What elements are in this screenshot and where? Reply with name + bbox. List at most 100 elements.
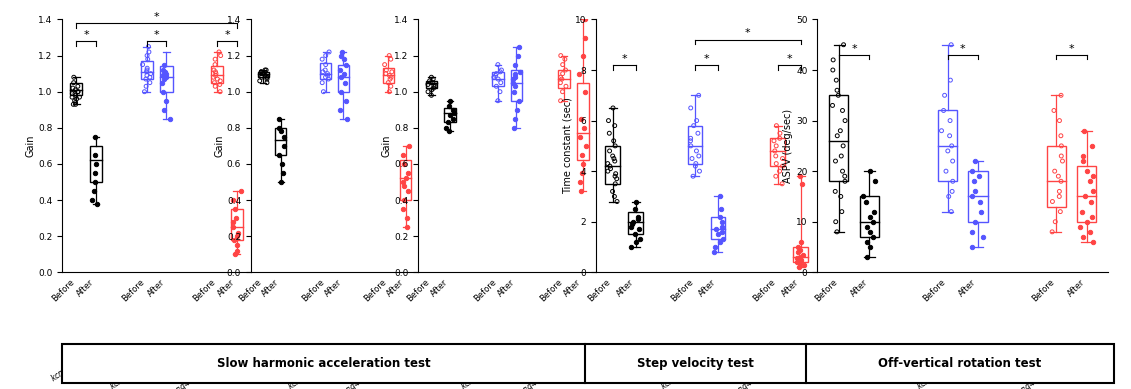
Bar xyxy=(688,126,702,164)
Text: $\it{kcnq4}^{\it{W276S/W276S}}$: $\it{kcnq4}^{\it{W276S/W276S}}$ xyxy=(728,353,789,389)
Point xyxy=(606,173,624,179)
Point xyxy=(576,89,594,95)
Point xyxy=(211,89,230,95)
Point xyxy=(623,221,641,228)
Point xyxy=(139,44,157,50)
Point xyxy=(331,53,349,59)
Point xyxy=(509,53,527,59)
Point xyxy=(379,80,397,86)
Point xyxy=(606,180,624,187)
Y-axis label: Gain: Gain xyxy=(25,135,35,157)
Point xyxy=(333,49,351,55)
Bar xyxy=(382,68,394,83)
Point xyxy=(1074,234,1093,240)
Point xyxy=(206,61,224,68)
Point xyxy=(225,206,243,212)
Point xyxy=(1052,178,1070,184)
Bar xyxy=(425,81,438,88)
Point xyxy=(338,116,356,122)
Point xyxy=(788,244,806,250)
Bar xyxy=(320,63,331,79)
Point xyxy=(1052,143,1070,149)
Bar xyxy=(231,209,243,240)
Point xyxy=(682,105,700,111)
Point xyxy=(317,67,335,73)
Point xyxy=(422,80,440,86)
Point xyxy=(861,229,879,235)
Point xyxy=(138,53,156,59)
Point xyxy=(682,138,700,144)
Point xyxy=(829,92,847,98)
Text: $\it{kcnq4}^{\it{+/W276S}}$: $\it{kcnq4}^{\it{+/W276S}}$ xyxy=(285,353,335,389)
Point xyxy=(788,255,806,261)
Point xyxy=(688,148,706,154)
Text: Slow harmonic acceleration test: Slow harmonic acceleration test xyxy=(217,357,430,370)
Point xyxy=(510,44,528,50)
Point xyxy=(491,69,509,75)
Point xyxy=(63,85,81,91)
Point xyxy=(257,67,275,73)
Point xyxy=(601,148,619,154)
Point xyxy=(503,80,521,86)
Point xyxy=(793,180,811,187)
Point xyxy=(271,179,290,185)
Point xyxy=(138,67,156,73)
Point xyxy=(319,70,337,77)
Point xyxy=(608,198,627,205)
Point xyxy=(157,98,175,104)
Text: *: * xyxy=(224,30,230,40)
Point xyxy=(378,67,396,73)
Point xyxy=(154,72,172,79)
Point xyxy=(606,143,624,149)
Point xyxy=(424,80,442,86)
Text: *: * xyxy=(960,44,966,54)
Point xyxy=(485,74,503,81)
Point xyxy=(141,80,159,86)
Text: $\it{kcnq4}^{\it{W276S/W276S}}$: $\it{kcnq4}^{\it{W276S/W276S}}$ xyxy=(166,353,227,389)
Point xyxy=(1051,117,1069,124)
Point xyxy=(504,89,523,95)
Point xyxy=(161,116,179,122)
Y-axis label: Gain: Gain xyxy=(381,135,391,157)
Point xyxy=(487,70,506,77)
Point xyxy=(139,56,157,62)
Point xyxy=(205,67,223,73)
Point xyxy=(69,83,87,89)
Point xyxy=(138,69,156,75)
Point xyxy=(510,98,528,104)
Point xyxy=(400,143,418,149)
Bar xyxy=(938,110,957,181)
Point xyxy=(627,198,645,205)
Point xyxy=(831,193,849,200)
Point xyxy=(556,83,575,89)
Point xyxy=(605,138,623,144)
Point xyxy=(258,74,276,81)
Point xyxy=(573,152,592,158)
Point xyxy=(511,69,529,75)
Point xyxy=(943,158,961,164)
Point xyxy=(791,264,809,270)
Point xyxy=(942,42,960,48)
Point xyxy=(964,168,982,174)
Point xyxy=(684,123,702,129)
Point xyxy=(228,242,247,248)
Point xyxy=(823,102,841,109)
Point xyxy=(605,156,623,162)
Point xyxy=(225,237,243,243)
Point xyxy=(154,89,172,95)
Point xyxy=(553,70,571,77)
Point xyxy=(506,116,524,122)
Point xyxy=(942,209,960,215)
Text: $\it{kcnq4}^{\it{+/+}}$: $\it{kcnq4}^{\it{+/+}}$ xyxy=(48,353,86,386)
Bar xyxy=(605,146,620,184)
Point xyxy=(418,81,437,88)
Text: Off-vertical rotation test: Off-vertical rotation test xyxy=(879,357,1042,370)
Point xyxy=(831,128,849,134)
Point xyxy=(713,229,731,235)
Bar xyxy=(70,83,83,95)
Bar xyxy=(794,247,808,262)
Point xyxy=(86,170,104,176)
Y-axis label: Time constant (sec): Time constant (sec) xyxy=(562,97,572,194)
Point xyxy=(205,74,223,81)
Point xyxy=(705,249,723,255)
